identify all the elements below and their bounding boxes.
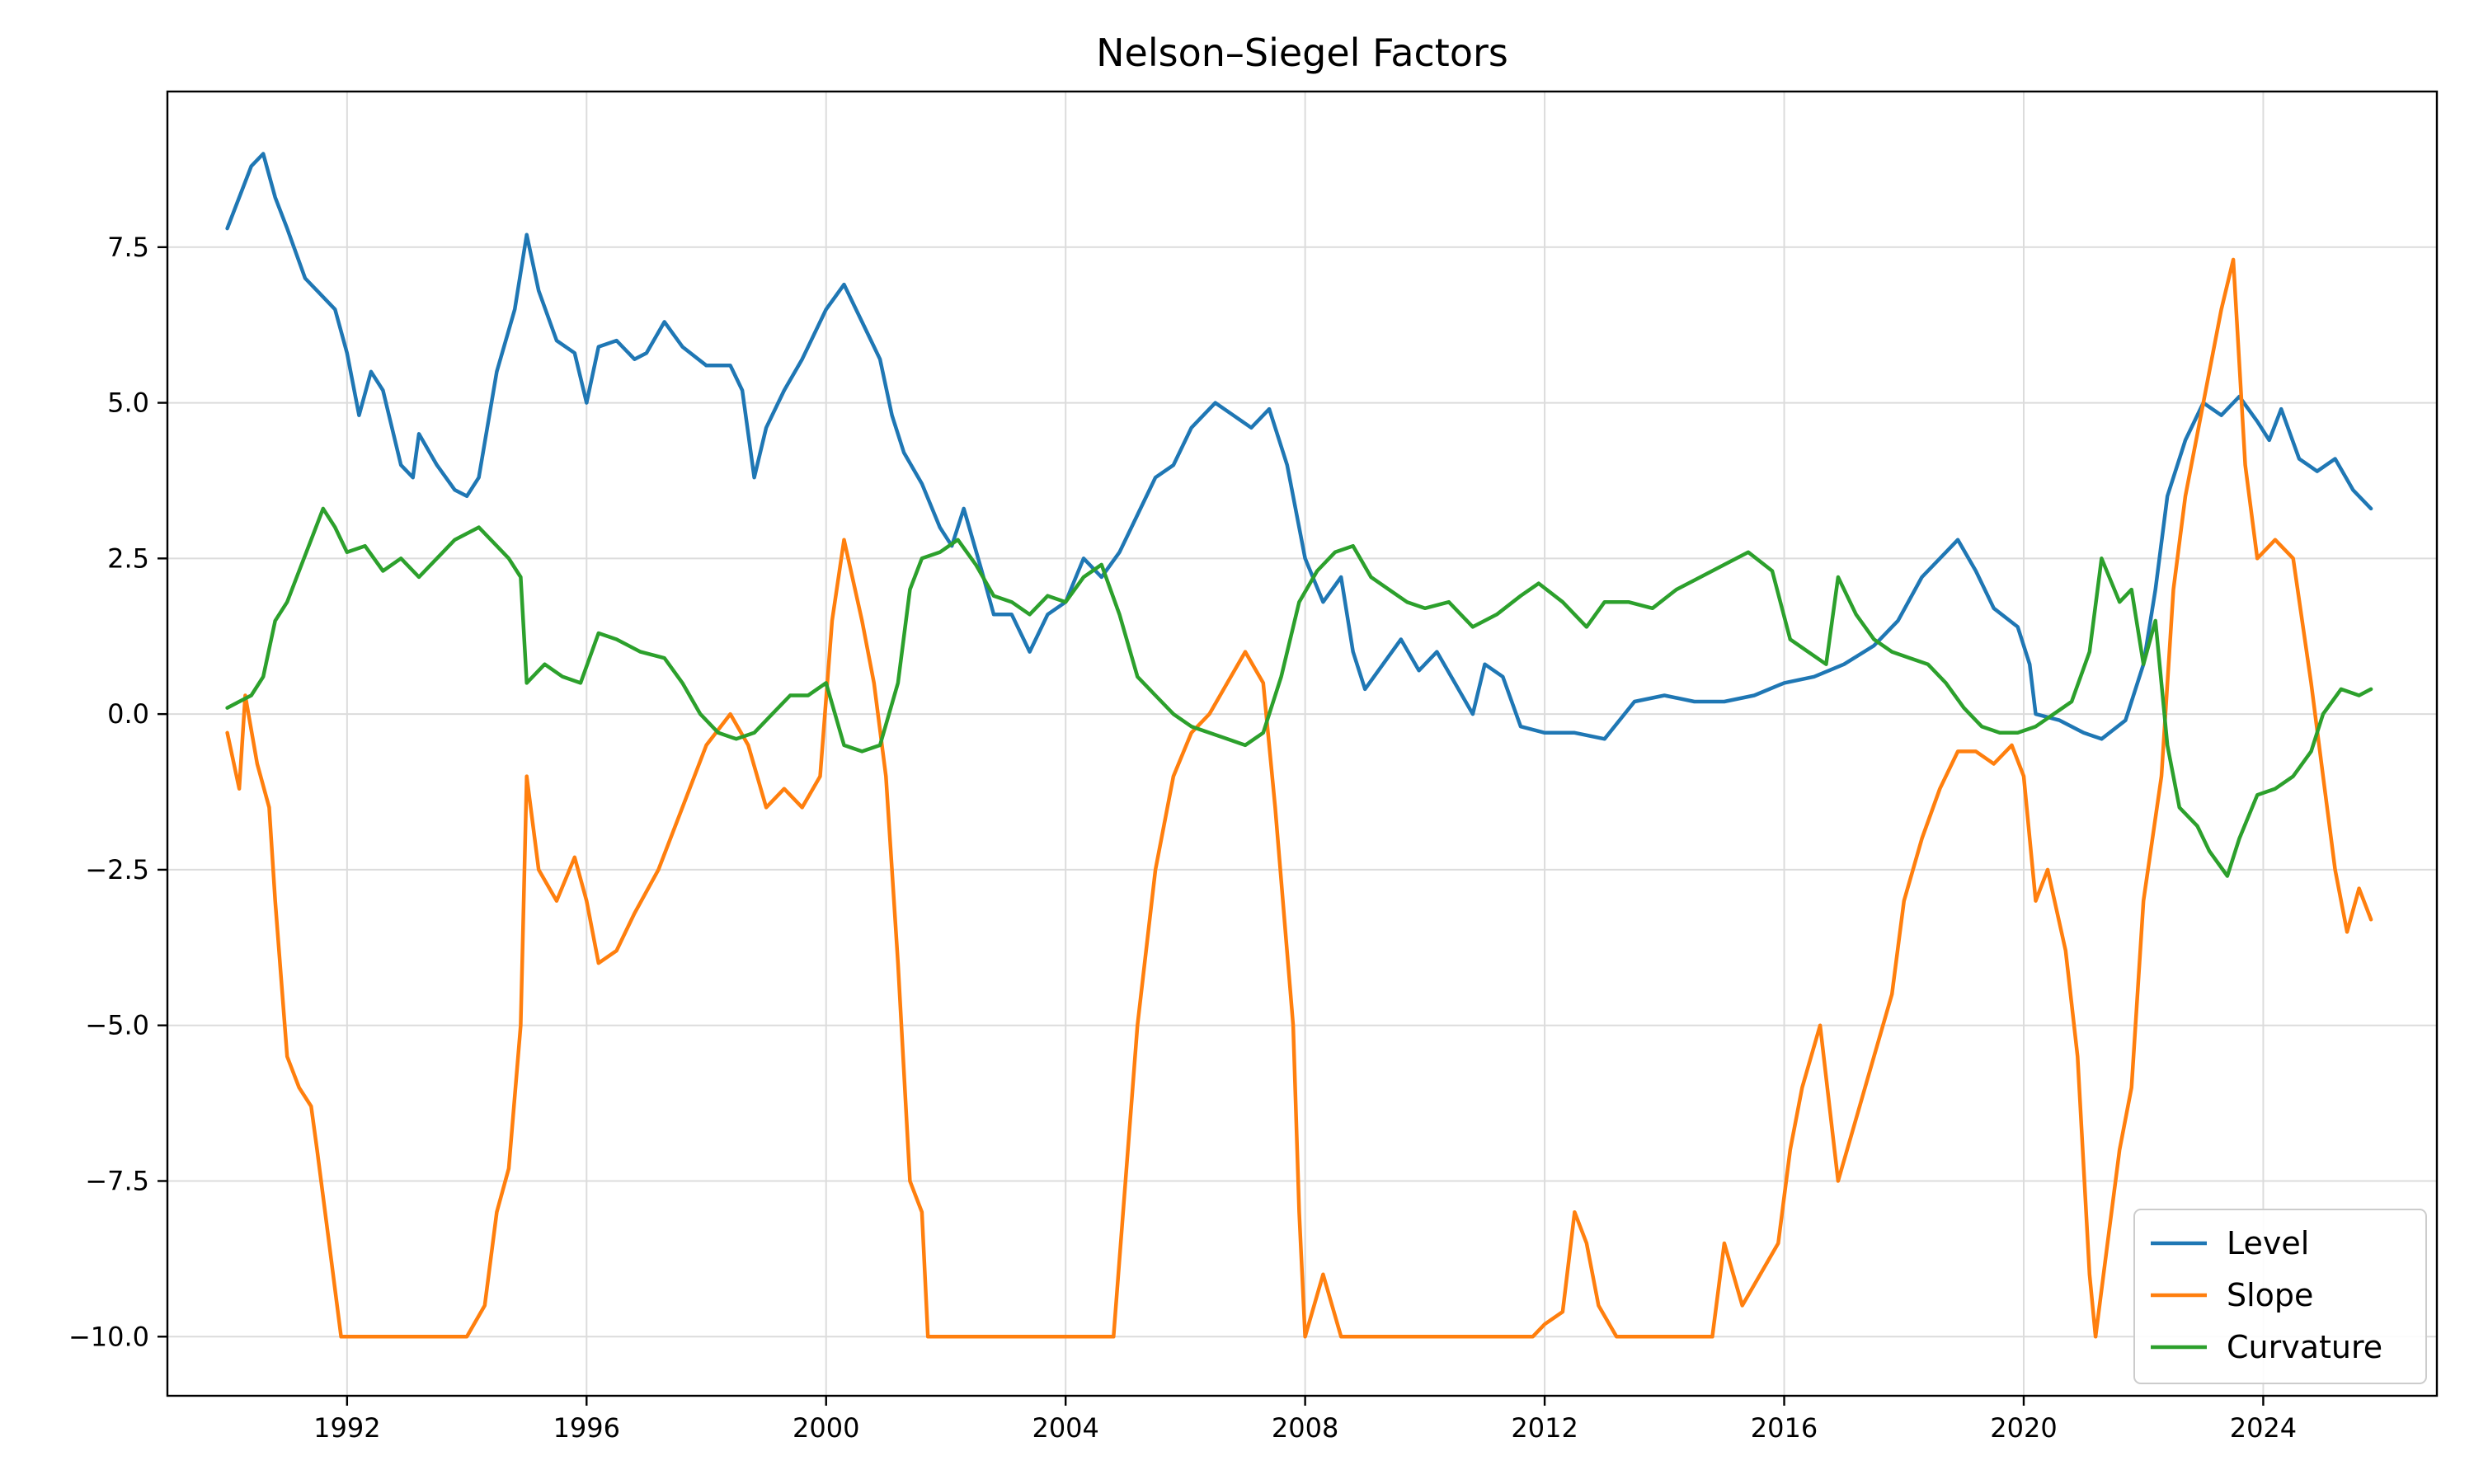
- y-tick-label: −2.5: [85, 854, 149, 885]
- plot-frame: [166, 90, 2439, 1397]
- y-tick-label: 0.0: [107, 698, 149, 730]
- legend-box: [2133, 1209, 2427, 1384]
- series-line-level: [225, 152, 2373, 741]
- series-lines: [225, 152, 2373, 1339]
- x-tick-label: 1996: [553, 1412, 620, 1444]
- x-tick-label: 2004: [1032, 1412, 1098, 1444]
- y-tick-label: 5.0: [107, 387, 149, 419]
- x-tick-label: 1992: [313, 1412, 380, 1444]
- y-tick-label: 2.5: [107, 542, 149, 574]
- series-line-slope: [225, 257, 2373, 1339]
- legend: Level Slope Curvature: [2133, 1209, 2427, 1384]
- chart-title: Nelson–Siegel Factors: [1096, 31, 1508, 75]
- x-axis: 1992 1996 2000 2004 2008 2012 2016 2020 2024: [313, 1396, 2297, 1444]
- y-tick-label: 7.5: [107, 232, 149, 263]
- y-tick-label: −7.5: [85, 1165, 149, 1196]
- legend-label-curvature: Curvature: [2227, 1329, 2382, 1365]
- legend-label-slope: Slope: [2227, 1277, 2313, 1313]
- x-tick-label: 2000: [793, 1412, 859, 1444]
- x-tick-label: 2024: [2230, 1412, 2297, 1444]
- x-tick-label: 2020: [1990, 1412, 2057, 1444]
- legend-label-level: Level: [2227, 1225, 2309, 1261]
- y-tick-label: −5.0: [85, 1010, 149, 1041]
- y-tick-label: −10.0: [68, 1321, 149, 1352]
- x-tick-label: 2012: [1511, 1412, 1578, 1444]
- x-tick-label: 2016: [1751, 1412, 1818, 1444]
- y-axis: −10.0 −7.5 −5.0 −2.5 0.0 2.5 5.0 7.5: [68, 232, 167, 1352]
- series-line-curvature: [225, 506, 2373, 878]
- x-tick-label: 2008: [1272, 1412, 1338, 1444]
